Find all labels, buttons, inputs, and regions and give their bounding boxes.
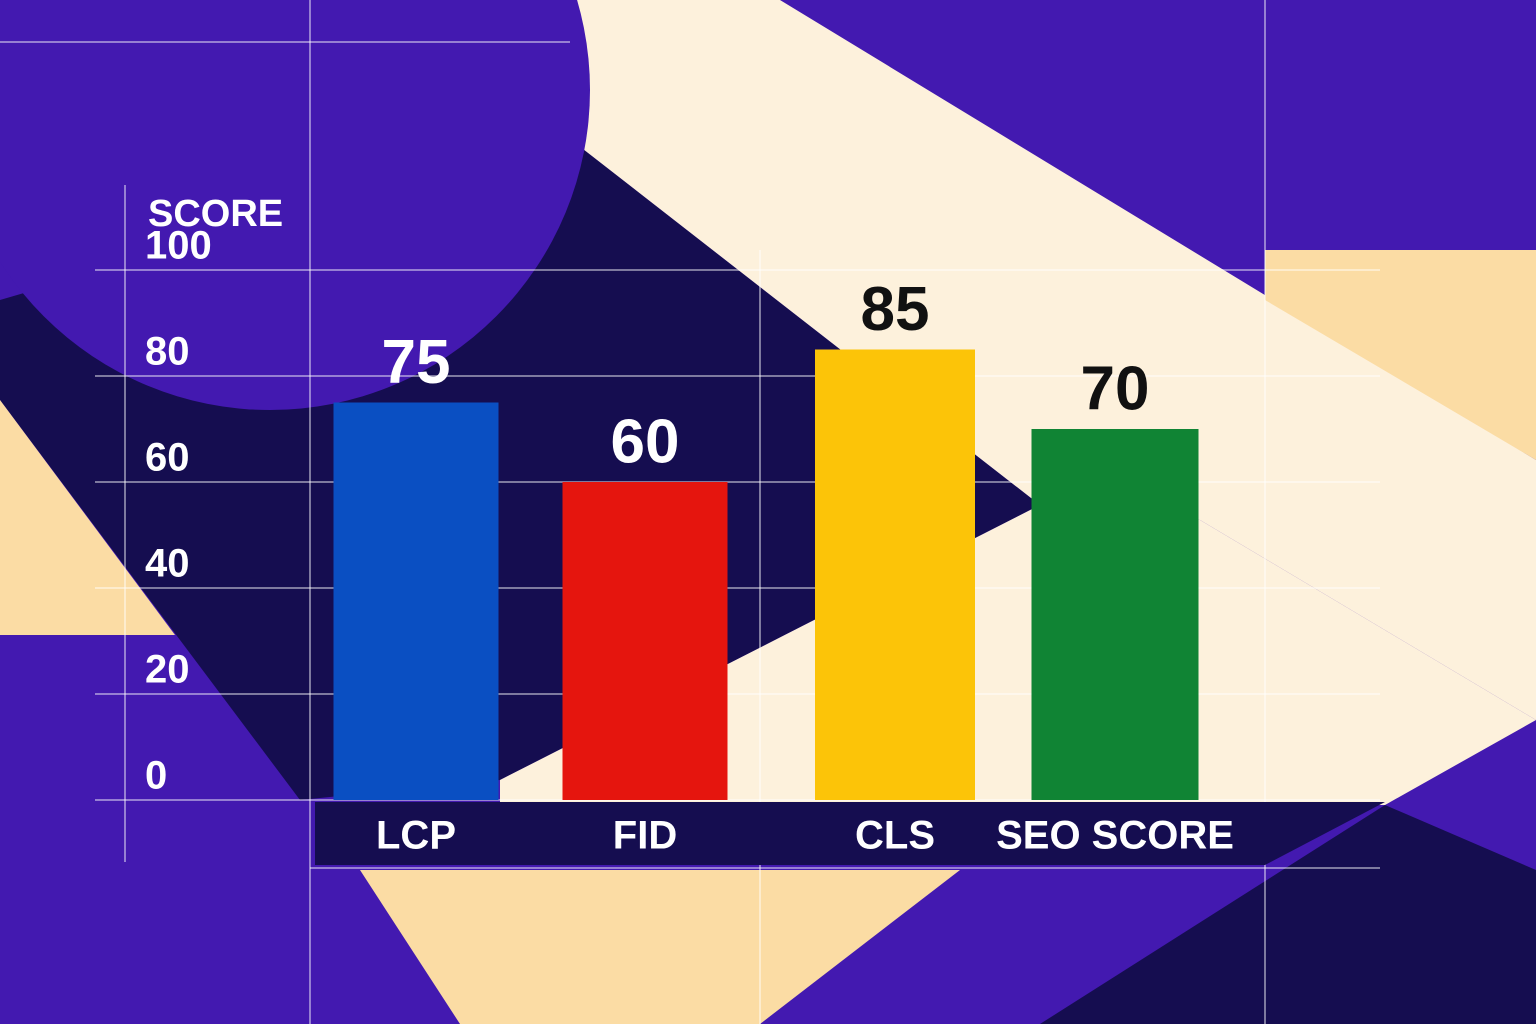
y-axis-label: SCORE (148, 193, 283, 235)
x-tick-label: CLS (855, 814, 935, 858)
peach-shape (1265, 250, 1536, 460)
y-tick-label: 0 (145, 754, 167, 798)
value-label: 75 (382, 328, 451, 397)
peach-shape (360, 870, 960, 1024)
y-tick-label: 80 (145, 330, 190, 374)
value-label: 85 (861, 275, 930, 344)
x-tick-label: FID (613, 814, 677, 858)
y-tick-label: 40 (145, 542, 190, 586)
bar (562, 482, 728, 800)
y-tick-label: 100 (145, 224, 212, 268)
circle-shape (0, 0, 590, 410)
peach-shape (0, 400, 175, 635)
y-tick-label: 20 (145, 648, 190, 692)
value-label: 60 (611, 407, 680, 476)
value-label: 70 (1081, 354, 1150, 423)
bar (815, 349, 975, 800)
navy-shape (1040, 805, 1536, 1024)
bar (333, 402, 499, 800)
x-tick-label: LCP (376, 814, 456, 858)
marks: 75 60 85 70 LCP FID CLS SEO SCORE (333, 275, 1234, 858)
cream-band (565, 0, 1536, 720)
bar (1031, 429, 1199, 800)
category-band (315, 802, 1385, 865)
x-tick-label: SEO SCORE (996, 814, 1234, 858)
cream-shape (500, 505, 1536, 805)
y-tick-label: 60 (145, 436, 190, 480)
